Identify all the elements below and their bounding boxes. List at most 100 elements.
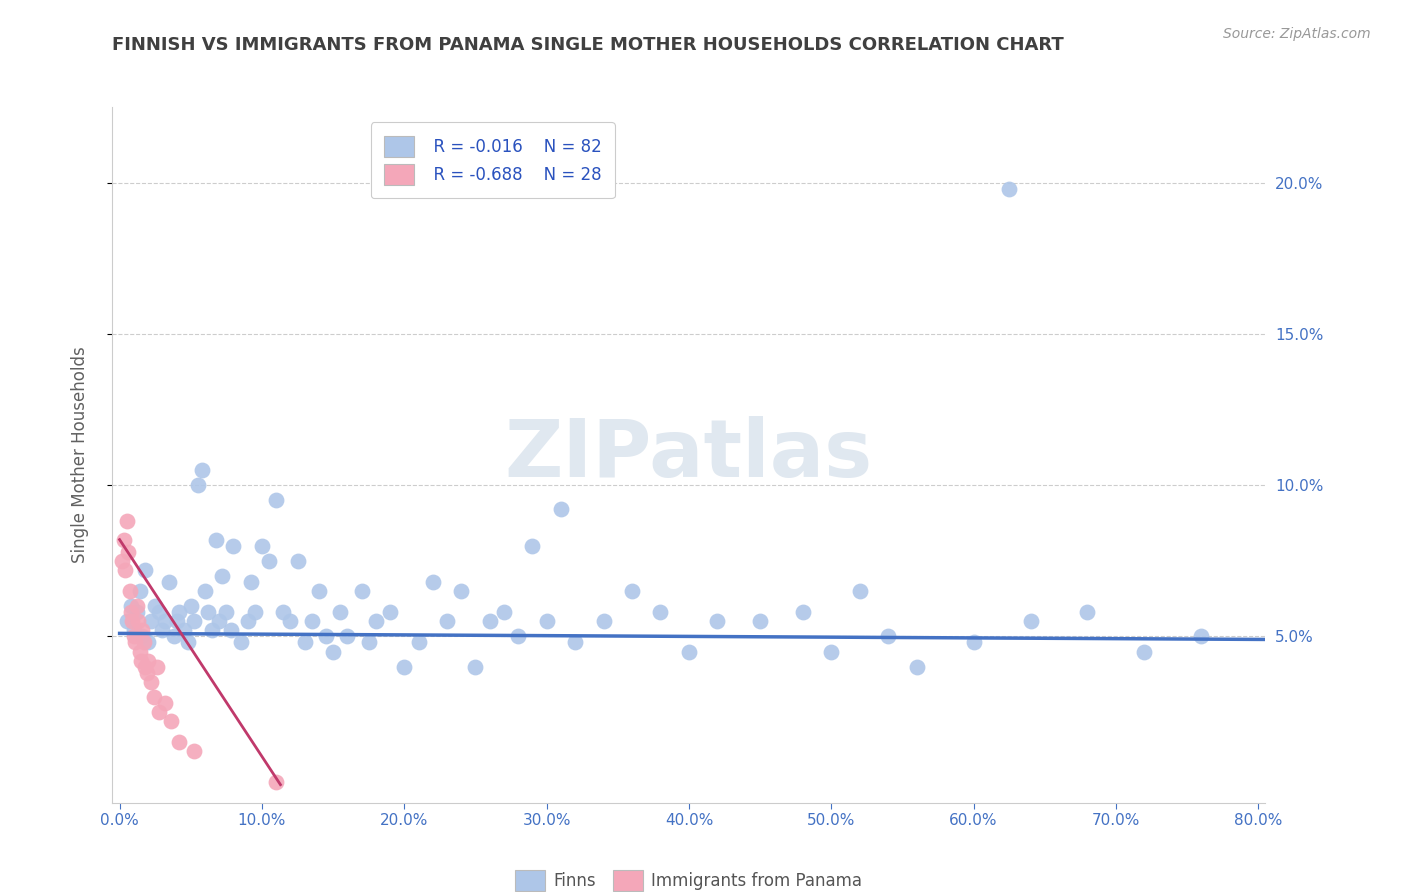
Point [187, 478, 209, 492]
Point [564, 635, 586, 649]
Point [135, 665, 157, 680]
Point [136, 654, 159, 668]
Point [139, 615, 162, 629]
Point [706, 615, 728, 629]
Point [134, 659, 156, 673]
Point [422, 574, 444, 589]
Point [131, 624, 153, 638]
Point [157, 574, 180, 589]
Point [308, 584, 330, 599]
Point [243, 605, 266, 619]
Point [132, 635, 155, 649]
Point [194, 584, 217, 599]
Point [536, 615, 558, 629]
Point [219, 624, 242, 638]
Point [122, 629, 145, 643]
Point [148, 705, 170, 719]
Point [436, 615, 458, 629]
Point [169, 605, 191, 619]
Point [222, 539, 245, 553]
Point [264, 774, 287, 789]
Point [142, 690, 165, 704]
Point [650, 605, 672, 619]
Point [315, 629, 337, 643]
Point [322, 644, 344, 658]
Point [280, 615, 302, 629]
Point [749, 615, 772, 629]
Point [1019, 615, 1042, 629]
Text: ZIPatlas: ZIPatlas [505, 416, 873, 494]
Point [125, 599, 148, 614]
Point [257, 554, 280, 568]
Point [378, 605, 401, 619]
Point [191, 463, 214, 477]
Point [139, 674, 162, 689]
Point [120, 605, 142, 619]
Point [792, 605, 814, 619]
Point [1076, 605, 1098, 619]
Point [169, 735, 191, 749]
Point [229, 635, 252, 649]
Point [131, 629, 153, 643]
Point [287, 554, 309, 568]
Point [145, 659, 167, 673]
Point [120, 599, 142, 614]
Point [820, 644, 842, 658]
Point [177, 635, 200, 649]
Point [508, 629, 530, 643]
Point [117, 545, 139, 559]
Point [136, 635, 159, 649]
Point [301, 615, 323, 629]
Legend: Finns, Immigrants from Panama: Finns, Immigrants from Panama [509, 863, 869, 892]
Point [173, 624, 195, 638]
Point [271, 605, 294, 619]
Point [905, 659, 928, 673]
Point [134, 563, 156, 577]
Point [148, 605, 170, 619]
Point [550, 502, 572, 516]
Point [250, 539, 273, 553]
Point [678, 644, 700, 658]
Point [1189, 629, 1212, 643]
Point [239, 574, 262, 589]
Point [153, 696, 176, 710]
Point [962, 635, 984, 649]
Point [122, 624, 145, 638]
Point [592, 615, 614, 629]
Point [125, 605, 148, 619]
Point [180, 599, 202, 614]
Point [848, 584, 870, 599]
Point [118, 584, 141, 599]
Point [464, 659, 486, 673]
Point [143, 599, 166, 614]
Point [129, 654, 152, 668]
Point [336, 629, 359, 643]
Point [294, 635, 316, 649]
Point [522, 539, 544, 553]
Point [197, 605, 219, 619]
Point [215, 605, 238, 619]
Point [621, 584, 644, 599]
Point [408, 635, 430, 649]
Point [111, 554, 134, 568]
Point [160, 714, 183, 728]
Point [128, 584, 150, 599]
Point [236, 615, 259, 629]
Point [205, 533, 228, 547]
Point [208, 615, 231, 629]
Point [121, 615, 143, 629]
Point [394, 659, 416, 673]
Point [492, 605, 515, 619]
Y-axis label: Single Mother Households: Single Mother Households [70, 347, 89, 563]
Point [264, 493, 287, 508]
Point [183, 744, 205, 758]
Point [877, 629, 900, 643]
Point [998, 182, 1021, 196]
Point [329, 605, 352, 619]
Point [364, 615, 387, 629]
Point [450, 584, 472, 599]
Point [153, 615, 176, 629]
Point [163, 629, 186, 643]
Point [112, 533, 135, 547]
Point [114, 563, 136, 577]
